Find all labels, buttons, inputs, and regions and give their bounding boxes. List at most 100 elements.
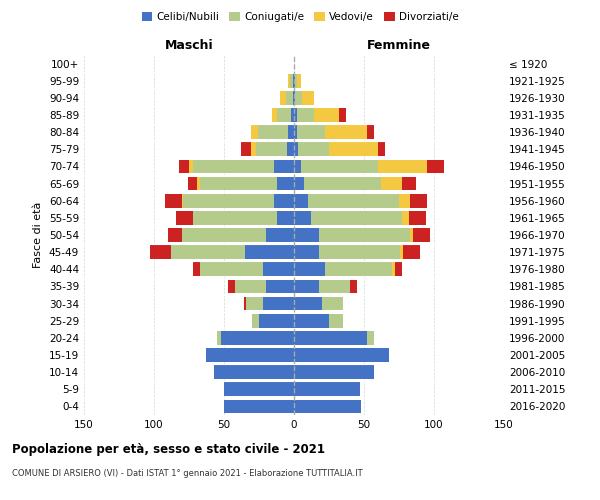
Bar [294, 262, 325, 276]
Bar [297, 108, 314, 122]
Y-axis label: Fasce di età: Fasce di età [34, 202, 43, 268]
Bar [294, 91, 295, 104]
Bar [168, 228, 182, 242]
Bar [294, 160, 301, 173]
Bar [297, 74, 301, 88]
Bar [257, 126, 289, 139]
Bar [241, 142, 251, 156]
Bar [280, 91, 286, 104]
Bar [294, 296, 322, 310]
Bar [378, 142, 385, 156]
Bar [224, 400, 294, 413]
Bar [367, 331, 374, 344]
Bar [266, 228, 294, 242]
Bar [322, 296, 343, 310]
Legend: Celibi/Nubili, Coniugati/e, Vedovi/e, Divorziati/e: Celibi/Nubili, Coniugati/e, Vedovi/e, Di… [137, 8, 463, 26]
Bar [184, 194, 274, 207]
Bar [286, 91, 293, 104]
Bar [290, 74, 293, 88]
Bar [367, 126, 374, 139]
Bar [294, 348, 389, 362]
Bar [165, 194, 182, 207]
Bar [214, 366, 294, 379]
Bar [200, 176, 277, 190]
Bar [378, 160, 427, 173]
Bar [298, 142, 329, 156]
Bar [245, 246, 294, 259]
Bar [277, 211, 294, 224]
Bar [274, 194, 294, 207]
Bar [329, 142, 378, 156]
Bar [399, 194, 410, 207]
Bar [314, 108, 339, 122]
Bar [392, 262, 395, 276]
Bar [263, 262, 294, 276]
Bar [193, 211, 277, 224]
Bar [266, 280, 294, 293]
Bar [413, 228, 430, 242]
Bar [427, 160, 444, 173]
Bar [171, 246, 245, 259]
Bar [150, 246, 171, 259]
Text: COMUNE DI ARSIERO (VI) - Dati ISTAT 1° gennaio 2021 - Elaborazione TUTTITALIA.IT: COMUNE DI ARSIERO (VI) - Dati ISTAT 1° g… [12, 469, 362, 478]
Bar [294, 194, 308, 207]
Bar [319, 280, 350, 293]
Bar [294, 74, 295, 88]
Bar [247, 296, 263, 310]
Bar [252, 314, 259, 328]
Bar [294, 126, 297, 139]
Bar [244, 296, 247, 310]
Text: Femmine: Femmine [367, 38, 431, 52]
Bar [402, 176, 416, 190]
Bar [297, 126, 325, 139]
Bar [409, 211, 425, 224]
Bar [295, 91, 302, 104]
Bar [251, 126, 257, 139]
Bar [217, 331, 221, 344]
Bar [294, 382, 360, 396]
Bar [176, 211, 193, 224]
Bar [410, 228, 413, 242]
Bar [294, 314, 329, 328]
Bar [289, 126, 294, 139]
Text: Popolazione per età, sesso e stato civile - 2021: Popolazione per età, sesso e stato civil… [12, 442, 325, 456]
Bar [200, 262, 263, 276]
Bar [311, 211, 402, 224]
Bar [251, 142, 256, 156]
Bar [319, 228, 410, 242]
Bar [291, 108, 294, 122]
Bar [304, 176, 381, 190]
Bar [294, 366, 374, 379]
Bar [182, 228, 266, 242]
Bar [259, 314, 294, 328]
Bar [403, 246, 420, 259]
Bar [302, 91, 314, 104]
Bar [294, 400, 361, 413]
Bar [193, 262, 200, 276]
Bar [287, 142, 294, 156]
Bar [182, 194, 184, 207]
Bar [294, 142, 298, 156]
Bar [293, 91, 294, 104]
Bar [206, 348, 294, 362]
Bar [188, 176, 197, 190]
Bar [319, 246, 400, 259]
Bar [294, 280, 319, 293]
Bar [294, 246, 319, 259]
Bar [189, 160, 193, 173]
Bar [350, 280, 357, 293]
Bar [224, 382, 294, 396]
Bar [193, 160, 274, 173]
Bar [221, 331, 294, 344]
Bar [339, 108, 346, 122]
Bar [293, 74, 294, 88]
Bar [294, 108, 297, 122]
Bar [295, 74, 297, 88]
Bar [256, 142, 287, 156]
Bar [263, 296, 294, 310]
Bar [402, 211, 409, 224]
Bar [325, 126, 367, 139]
Bar [289, 74, 290, 88]
Bar [410, 194, 427, 207]
Bar [179, 160, 189, 173]
